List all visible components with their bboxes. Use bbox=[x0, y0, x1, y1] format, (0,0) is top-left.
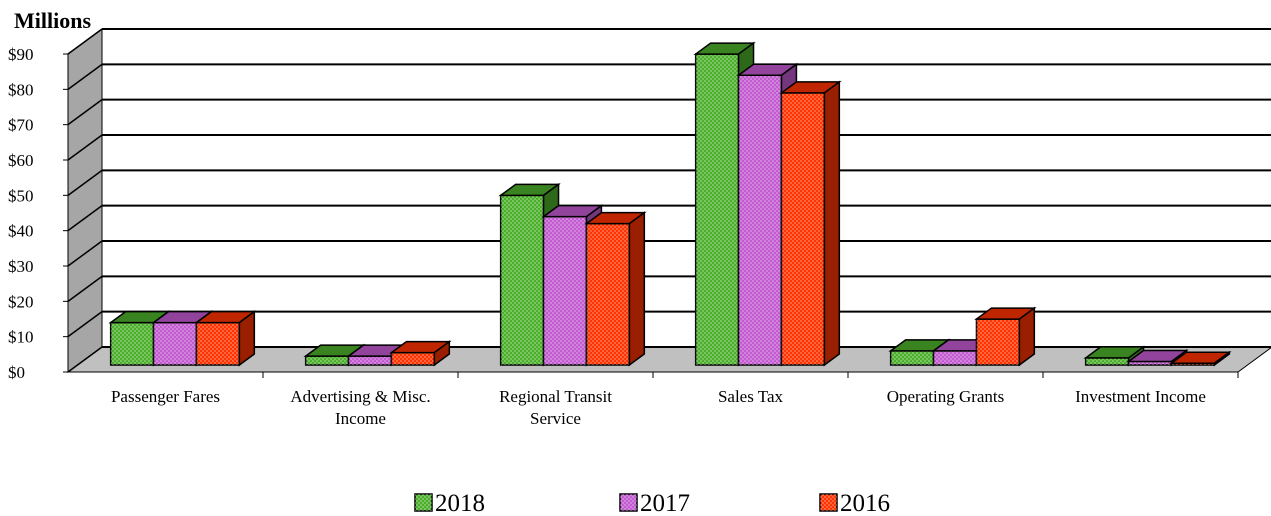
legend-label: 2018 bbox=[435, 490, 485, 516]
bar bbox=[1083, 345, 1146, 367]
bar-texture bbox=[695, 54, 739, 366]
bar-texture bbox=[738, 75, 782, 366]
y-tick-label: $0 bbox=[8, 363, 25, 382]
bar-side bbox=[628, 211, 646, 367]
bar bbox=[1169, 350, 1232, 367]
bar bbox=[779, 80, 842, 367]
bar-texture bbox=[196, 322, 240, 365]
grid-line bbox=[67, 205, 103, 232]
bar-texture bbox=[305, 356, 349, 365]
bar-texture bbox=[348, 356, 392, 365]
grid-line bbox=[67, 28, 103, 55]
bar-side bbox=[238, 310, 256, 367]
x-tick-label: Investment Income bbox=[1075, 387, 1206, 406]
bar-texture bbox=[1128, 361, 1172, 365]
y-tick-label: $50 bbox=[8, 186, 34, 205]
bar bbox=[974, 306, 1037, 367]
grid-line bbox=[67, 275, 103, 302]
x-tick-label: Passenger Fares bbox=[111, 387, 220, 406]
y-tick-label: $20 bbox=[8, 292, 34, 311]
bar-texture bbox=[1085, 357, 1129, 365]
bar bbox=[389, 340, 452, 367]
x-tick-label: Regional Transit Service bbox=[499, 387, 612, 428]
bar-side bbox=[1018, 306, 1036, 367]
bar-texture bbox=[391, 352, 435, 365]
bar-texture bbox=[976, 319, 1020, 365]
y-tick-label: $80 bbox=[8, 80, 34, 99]
y-axis-label: Millions bbox=[14, 8, 91, 33]
side-wall bbox=[67, 28, 103, 373]
bar-texture bbox=[500, 195, 544, 365]
grid-line bbox=[67, 240, 103, 267]
legend-texture bbox=[620, 494, 637, 511]
x-tick-label: Advertising & Misc. Income bbox=[290, 387, 430, 428]
bar-texture bbox=[543, 216, 587, 365]
legend-texture bbox=[820, 494, 837, 511]
grid-line bbox=[67, 169, 103, 196]
y-tick-label: $10 bbox=[8, 328, 34, 347]
bar-texture bbox=[110, 322, 154, 365]
bar-texture bbox=[781, 92, 825, 365]
y-tick-label: $40 bbox=[8, 222, 34, 241]
legend-texture bbox=[415, 494, 432, 511]
grid-line bbox=[67, 311, 103, 338]
bar-texture bbox=[890, 350, 934, 365]
y-tick-label: $60 bbox=[8, 151, 34, 170]
grid-line bbox=[67, 346, 103, 373]
bar bbox=[194, 310, 257, 367]
bar bbox=[584, 211, 647, 367]
bar-texture bbox=[933, 350, 977, 365]
grid-line bbox=[67, 63, 103, 90]
legend-label: 2016 bbox=[840, 490, 890, 516]
legend-label: 2017 bbox=[640, 490, 690, 516]
x-tick-label: Operating Grants bbox=[887, 387, 1005, 406]
y-tick-label: $90 bbox=[8, 45, 34, 64]
bar-texture bbox=[153, 322, 197, 365]
bar-side bbox=[433, 340, 451, 367]
bar-side bbox=[823, 80, 841, 367]
bar bbox=[498, 182, 561, 367]
y-tick-label: $70 bbox=[8, 116, 34, 135]
y-tick-label: $30 bbox=[8, 257, 34, 276]
x-tick-label: Sales Tax bbox=[718, 387, 784, 406]
bar-side bbox=[1213, 350, 1231, 367]
grid-line bbox=[67, 99, 103, 126]
bar-texture bbox=[586, 223, 630, 365]
grid-line bbox=[67, 134, 103, 161]
bar-texture bbox=[1171, 363, 1215, 365]
